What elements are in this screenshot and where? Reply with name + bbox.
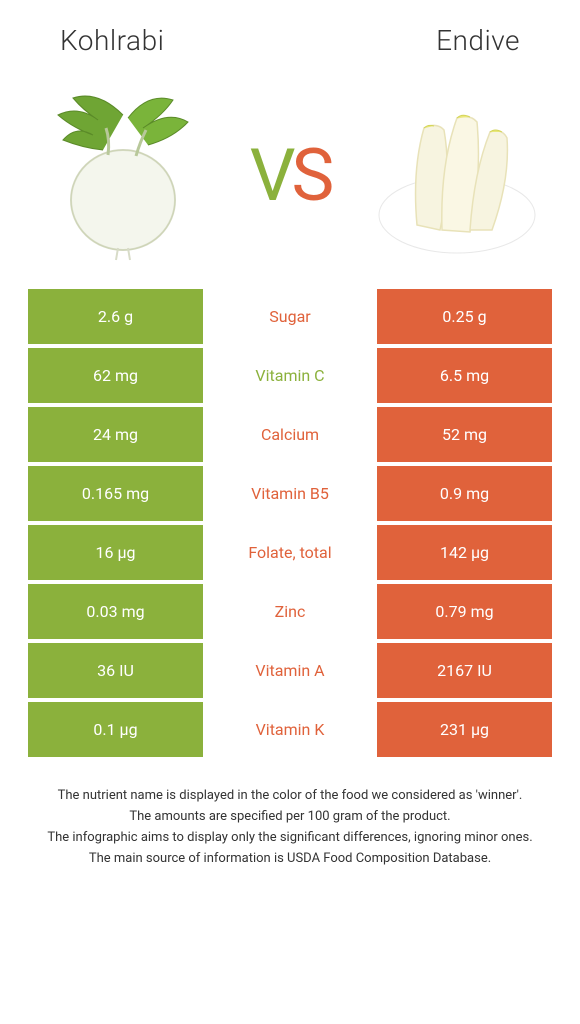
nutrient-table: 2.6 gSugar0.25 g62 mgVitamin C6.5 mg24 m… — [28, 289, 552, 757]
nutrient-label: Vitamin K — [203, 702, 377, 757]
table-row: 0.03 mgZinc0.79 mg — [28, 584, 552, 639]
images-row: VS — [0, 75, 580, 275]
footer-line-2: The amounts are specified per 100 gram o… — [28, 808, 552, 827]
right-value-cell: 231 µg — [377, 702, 552, 757]
header: Kohlrabi Endive — [0, 0, 580, 67]
footer-text: The nutrient name is displayed in the co… — [28, 787, 552, 868]
right-value-cell: 0.25 g — [377, 289, 552, 344]
nutrient-label: Sugar — [203, 289, 377, 344]
right-value-cell: 2167 IU — [377, 643, 552, 698]
table-row: 24 mgCalcium52 mg — [28, 407, 552, 462]
table-row: 62 mgVitamin C6.5 mg — [28, 348, 552, 403]
right-food-title: Endive — [436, 24, 520, 57]
endive-image — [362, 80, 552, 270]
nutrient-label: Vitamin B5 — [203, 466, 377, 521]
right-value-cell: 142 µg — [377, 525, 552, 580]
left-value-cell: 36 IU — [28, 643, 203, 698]
vs-label: VS — [250, 133, 331, 218]
right-value-cell: 52 mg — [377, 407, 552, 462]
table-row: 36 IUVitamin A2167 IU — [28, 643, 552, 698]
footer-line-1: The nutrient name is displayed in the co… — [28, 787, 552, 806]
right-value-cell: 6.5 mg — [377, 348, 552, 403]
right-value-cell: 0.9 mg — [377, 466, 552, 521]
table-row: 2.6 gSugar0.25 g — [28, 289, 552, 344]
kohlrabi-image — [28, 80, 218, 270]
right-value-cell: 0.79 mg — [377, 584, 552, 639]
table-row: 0.1 µgVitamin K231 µg — [28, 702, 552, 757]
left-value-cell: 62 mg — [28, 348, 203, 403]
nutrient-label: Zinc — [203, 584, 377, 639]
table-row: 16 µgFolate, total142 µg — [28, 525, 552, 580]
left-value-cell: 2.6 g — [28, 289, 203, 344]
nutrient-label: Vitamin C — [203, 348, 377, 403]
nutrient-label: Calcium — [203, 407, 377, 462]
vs-v-letter: V — [250, 133, 292, 218]
left-value-cell: 0.165 mg — [28, 466, 203, 521]
left-value-cell: 24 mg — [28, 407, 203, 462]
nutrient-label: Folate, total — [203, 525, 377, 580]
footer-line-3: The infographic aims to display only the… — [28, 829, 552, 848]
footer-line-4: The main source of information is USDA F… — [28, 850, 552, 869]
vs-s-letter: S — [292, 133, 331, 218]
left-value-cell: 16 µg — [28, 525, 203, 580]
left-food-title: Kohlrabi — [60, 24, 164, 57]
left-value-cell: 0.1 µg — [28, 702, 203, 757]
table-row: 0.165 mgVitamin B50.9 mg — [28, 466, 552, 521]
left-value-cell: 0.03 mg — [28, 584, 203, 639]
nutrient-label: Vitamin A — [203, 643, 377, 698]
